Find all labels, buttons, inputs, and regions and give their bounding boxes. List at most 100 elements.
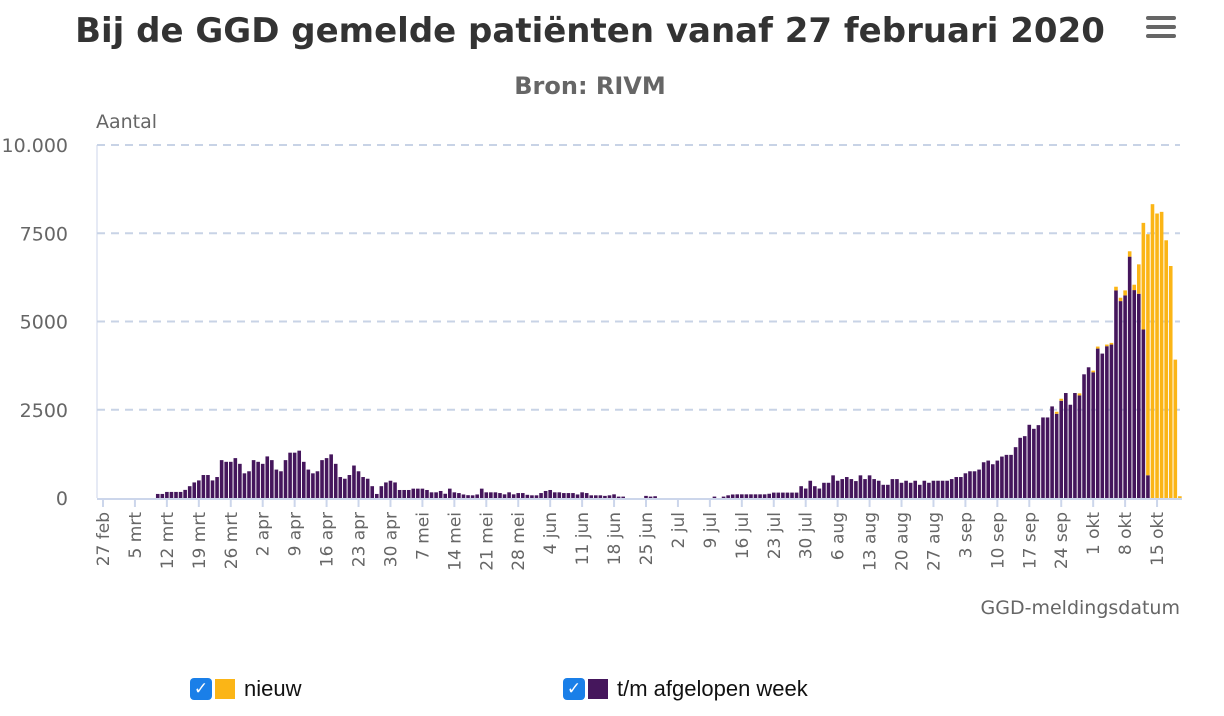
bar-afgelopen-week xyxy=(762,494,767,498)
bar-afgelopen-week xyxy=(397,489,402,498)
bar-afgelopen-week xyxy=(1059,400,1064,498)
x-tick-label: 30 jul xyxy=(797,512,817,559)
bar-afgelopen-week xyxy=(1132,290,1137,498)
bar-afgelopen-week xyxy=(621,496,625,498)
bar-afgelopen-week xyxy=(530,495,534,498)
x-tick-label: 6 aug xyxy=(829,512,849,560)
bar-afgelopen-week xyxy=(192,482,197,498)
bar-afgelopen-week xyxy=(256,461,260,498)
bar-afgelopen-week xyxy=(452,492,457,498)
x-tick-label: 7 mei xyxy=(413,512,433,560)
bar-afgelopen-week xyxy=(981,462,986,498)
bar-afgelopen-week xyxy=(174,491,178,498)
bar-afgelopen-week xyxy=(315,471,320,498)
bar-afgelopen-week xyxy=(466,495,470,498)
bar-afgelopen-week xyxy=(160,493,165,498)
bar-afgelopen-week xyxy=(594,495,598,498)
bar-afgelopen-week xyxy=(781,492,785,498)
bar-afgelopen-week xyxy=(552,492,557,498)
bar-afgelopen-week xyxy=(917,484,922,498)
bar-afgelopen-week xyxy=(1050,406,1054,498)
bar-afgelopen-week xyxy=(575,494,580,498)
bar-afgelopen-week xyxy=(288,452,292,498)
bar-afgelopen-week xyxy=(238,463,242,498)
x-tick-label: 8 okt xyxy=(1116,512,1136,555)
bar-afgelopen-week xyxy=(1013,447,1018,498)
bar-afgelopen-week xyxy=(881,484,886,498)
bar-nieuw xyxy=(1127,251,1132,257)
bar-afgelopen-week xyxy=(872,479,876,498)
bar-afgelopen-week xyxy=(1095,348,1100,498)
bar-afgelopen-week xyxy=(977,469,981,498)
checkbox-checked-icon[interactable]: ✓ xyxy=(190,678,212,700)
bar-afgelopen-week xyxy=(895,479,899,498)
bar-afgelopen-week xyxy=(835,480,840,498)
bar-afgelopen-week xyxy=(931,480,936,498)
bar-afgelopen-week xyxy=(1041,417,1045,498)
bar-afgelopen-week xyxy=(1022,436,1027,498)
bar-afgelopen-week xyxy=(1100,353,1105,498)
bar-afgelopen-week xyxy=(790,492,794,498)
bar-afgelopen-week xyxy=(854,481,858,498)
bar-afgelopen-week xyxy=(753,494,758,498)
bar-afgelopen-week xyxy=(1091,372,1095,498)
bar-afgelopen-week xyxy=(361,477,365,498)
bar-nieuw xyxy=(1091,370,1095,373)
bar-afgelopen-week xyxy=(822,482,826,498)
bar-afgelopen-week xyxy=(990,464,995,498)
x-tick-label: 28 mei xyxy=(509,512,529,571)
hamburger-menu-icon[interactable] xyxy=(1146,16,1176,42)
bar-afgelopen-week xyxy=(1000,456,1004,498)
bar-afgelopen-week xyxy=(644,495,648,498)
bar-afgelopen-week xyxy=(1027,424,1032,498)
bar-afgelopen-week xyxy=(498,493,502,498)
bar-afgelopen-week xyxy=(749,494,753,498)
bar-afgelopen-week xyxy=(922,480,927,498)
bar-afgelopen-week xyxy=(794,492,799,498)
bar-afgelopen-week xyxy=(279,471,283,498)
x-tick-label: 21 mei xyxy=(477,512,497,571)
bar-afgelopen-week xyxy=(475,494,479,498)
checkbox-checked-icon[interactable]: ✓ xyxy=(563,678,585,700)
bar-nieuw xyxy=(1132,284,1137,291)
bar-afgelopen-week xyxy=(1105,346,1109,498)
bar-afgelopen-week xyxy=(1073,393,1077,498)
bar-afgelopen-week xyxy=(721,496,726,498)
bar-afgelopen-week xyxy=(457,493,461,498)
bar-afgelopen-week xyxy=(995,460,1000,498)
bar-afgelopen-week xyxy=(201,475,206,498)
bar-nieuw xyxy=(1168,266,1173,498)
bar-afgelopen-week xyxy=(972,471,977,498)
bar-afgelopen-week xyxy=(206,475,210,498)
bar-afgelopen-week xyxy=(580,492,584,498)
bar-afgelopen-week xyxy=(1004,454,1009,498)
y-tick-label: 2500 xyxy=(20,400,68,422)
bar-afgelopen-week xyxy=(292,452,297,498)
legend-item-afgelopen-week[interactable]: ✓ t/m afgelopen week xyxy=(563,676,808,702)
bar-afgelopen-week xyxy=(1109,344,1114,498)
x-tick-label: 18 jun xyxy=(605,512,625,565)
x-tick-label: 27 feb xyxy=(94,512,114,566)
x-tick-label: 23 apr xyxy=(350,512,370,567)
bar-afgelopen-week xyxy=(329,454,333,498)
bar-afgelopen-week xyxy=(730,494,735,498)
bar-afgelopen-week xyxy=(940,480,945,498)
bar-nieuw xyxy=(1059,398,1064,401)
x-tick-label: 26 mrt xyxy=(222,512,242,570)
bar-nieuw xyxy=(1155,213,1159,498)
bar-afgelopen-week xyxy=(584,493,589,498)
bar-afgelopen-week xyxy=(1141,329,1146,498)
bar-afgelopen-week xyxy=(534,495,539,498)
legend-item-nieuw[interactable]: ✓ nieuw xyxy=(190,676,301,702)
bar-nieuw xyxy=(1077,393,1082,396)
legend-label: t/m afgelopen week xyxy=(617,676,808,701)
x-tick-label: 15 okt xyxy=(1148,512,1168,566)
bar-afgelopen-week xyxy=(338,477,343,498)
bar-afgelopen-week xyxy=(767,493,771,498)
bar-afgelopen-week xyxy=(1086,367,1091,498)
y-tick-label: 10.000 xyxy=(2,135,68,157)
bar-afgelopen-week xyxy=(165,491,169,498)
bar-afgelopen-week xyxy=(219,460,224,498)
bar-afgelopen-week xyxy=(648,496,653,498)
x-tick-label: 25 jun xyxy=(637,512,657,565)
